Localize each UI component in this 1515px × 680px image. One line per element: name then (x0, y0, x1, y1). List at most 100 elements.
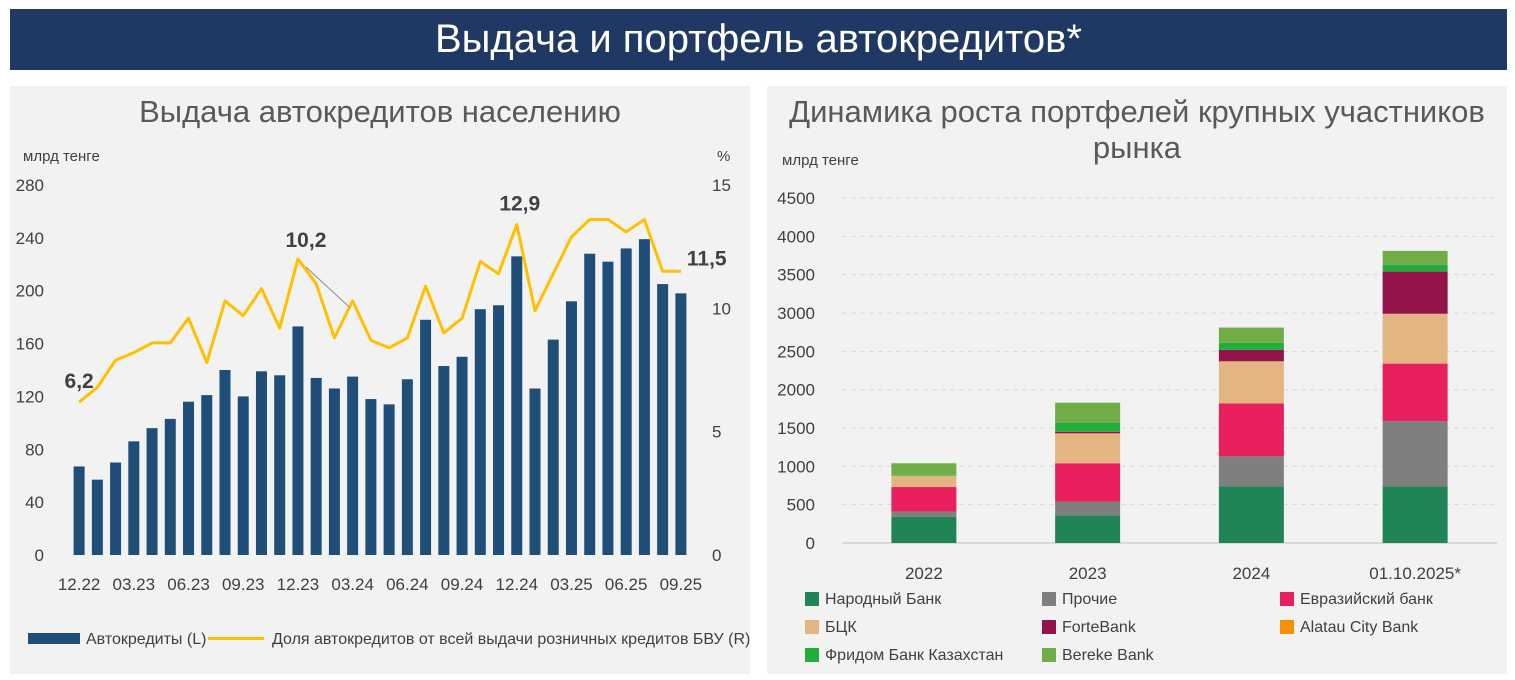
page-banner: Выдача и портфель автокредитов* (10, 9, 1507, 70)
portfolio-chart: 0 500 1000 1500 2000 2500 3000 3500 4000 4500 2022… (777, 189, 1497, 583)
portfolio-legend-swatch (1042, 620, 1056, 634)
portfolio-legend-label: Bereke Bank (1062, 647, 1154, 664)
x-axis-tick-label: 06.24 (386, 575, 429, 594)
autocredit-bar (146, 428, 158, 555)
portfolio-legend-item: ForteBank (1042, 619, 1136, 637)
portfolio-legend-label: БЦК (825, 619, 857, 636)
y-axis-tick-label: 0 (806, 534, 815, 553)
stacked-segment (1218, 486, 1284, 543)
autocredit-bar (292, 326, 304, 555)
legend-item-autocredits: Автокредиты (L) (28, 631, 206, 649)
stacked-segment (1382, 486, 1448, 543)
portfolio-legend-item: Bereke Bank (1042, 647, 1154, 665)
x-axis-tick-label: 12.24 (495, 575, 538, 594)
portfolio-legend-label: ForteBank (1062, 619, 1136, 636)
stacked-segment (1382, 313, 1448, 364)
portfolio-legend-label: Прочие (1062, 591, 1118, 608)
legend-swatch-autocredits (28, 633, 80, 644)
x-axis-tick-label: 06.23 (167, 575, 210, 594)
autocredit-bar (657, 284, 669, 555)
portfolio-legend-swatch (1042, 648, 1056, 662)
x-axis-tick-label: 12.22 (58, 575, 101, 594)
y-axis-tick-label: 2000 (777, 381, 815, 400)
portfolio-chart-title: Динамика роста портфелей крупных участни… (789, 94, 1485, 165)
x-axis-category-label: 2022 (905, 564, 943, 583)
issuance-chart-title: Выдача автокредитов населению (139, 94, 621, 129)
autocredit-bar (584, 253, 596, 555)
autocredit-bar (620, 248, 632, 555)
annotation-leader-line (305, 266, 350, 308)
autocredit-bar (602, 261, 614, 555)
autocredit-bar (183, 401, 195, 555)
left-axis-tick-label: 240 (16, 229, 44, 248)
x-axis-category-label: 01.10.2025* (1369, 564, 1461, 583)
issuance-right-unit: % (717, 148, 731, 165)
y-axis-tick-label: 500 (787, 496, 815, 515)
stacked-segment (1055, 402, 1121, 423)
left-axis-tick-label: 120 (16, 387, 44, 406)
legend-item-share: Доля автокредитов от всей выдачи розничн… (208, 631, 750, 649)
autocredit-bar (511, 256, 523, 555)
autocredit-bar (347, 376, 359, 555)
page-title: Выдача и портфель автокредитов* (435, 17, 1082, 61)
autocredit-bar (128, 441, 140, 555)
autocredit-bar (274, 375, 286, 555)
portfolio-legend-swatch (1280, 620, 1294, 634)
portfolio-legend-swatch (1280, 592, 1294, 606)
x-axis-category-label: 2023 (1069, 564, 1107, 583)
portfolio-legend-item: Народный Банк (805, 591, 941, 609)
x-axis-tick-label: 12.23 (277, 575, 320, 594)
left-axis-tick-label: 80 (25, 440, 44, 459)
autocredit-bar (365, 399, 377, 555)
stacked-segment (1382, 363, 1448, 422)
autocredit-bar (474, 309, 486, 555)
portfolio-legend-item: БЦК (805, 619, 857, 637)
portfolio-legend-item: Alatau City Bank (1280, 619, 1418, 637)
stacked-segment (1218, 349, 1284, 362)
stacked-segment (1218, 361, 1284, 404)
y-axis-tick-label: 1500 (777, 419, 815, 438)
autocredit-bar (237, 396, 249, 555)
portfolio-legend-item: Евразийский банк (1280, 591, 1433, 609)
stacked-segment (1055, 501, 1121, 516)
stacked-segment (1218, 342, 1284, 350)
x-axis-tick-label: 03.23 (113, 575, 156, 594)
autocredit-bar (565, 301, 577, 555)
autocredit-bar (401, 379, 413, 555)
y-axis-tick-label: 1000 (777, 457, 815, 476)
portfolio-legend-item: Фридом Банк Казахстан (805, 647, 1003, 665)
portfolio-legend-swatch (805, 648, 819, 662)
legend-swatch-share (208, 637, 264, 640)
right-axis-tick-label: 0 (712, 546, 721, 565)
right-axis-tick-label: 15 (712, 176, 731, 195)
share-line (78, 218, 681, 404)
portfolio-legend-label: Народный Банк (825, 591, 942, 608)
stacked-segment (1382, 421, 1448, 487)
autocredit-bar (201, 395, 213, 555)
autocredit-bar (110, 462, 122, 555)
x-axis-category-label: 2024 (1232, 564, 1270, 583)
autocredit-bar (219, 370, 231, 555)
stacked-segment (1218, 327, 1284, 343)
x-axis-tick-label: 09.25 (660, 575, 703, 594)
share-data-label: 6,2 (65, 370, 94, 393)
autocredit-bar (310, 377, 322, 555)
stacked-segment (891, 475, 957, 488)
stacked-segment (1055, 422, 1121, 432)
y-axis-tick-label: 3000 (777, 304, 815, 323)
autocredit-bar (91, 479, 103, 555)
stacked-segment (891, 474, 957, 476)
autocredit-bar (328, 388, 340, 555)
x-axis-tick-label: 03.25 (550, 575, 593, 594)
y-axis-tick-label: 3500 (777, 266, 815, 285)
left-axis-tick-label: 200 (16, 282, 44, 301)
issuance-chart-panel: Выдача автокредитов населению млрд тенге… (10, 86, 750, 674)
right-axis-tick-label: 5 (712, 423, 721, 442)
portfolio-legend-swatch (805, 592, 819, 606)
portfolio-legend-swatch (1042, 592, 1056, 606)
stacked-segment (1218, 403, 1284, 457)
autocredit-bar (638, 239, 650, 555)
left-axis-tick-label: 160 (16, 335, 44, 354)
autocredit-bar (456, 356, 468, 555)
autocredit-bar (438, 366, 450, 555)
